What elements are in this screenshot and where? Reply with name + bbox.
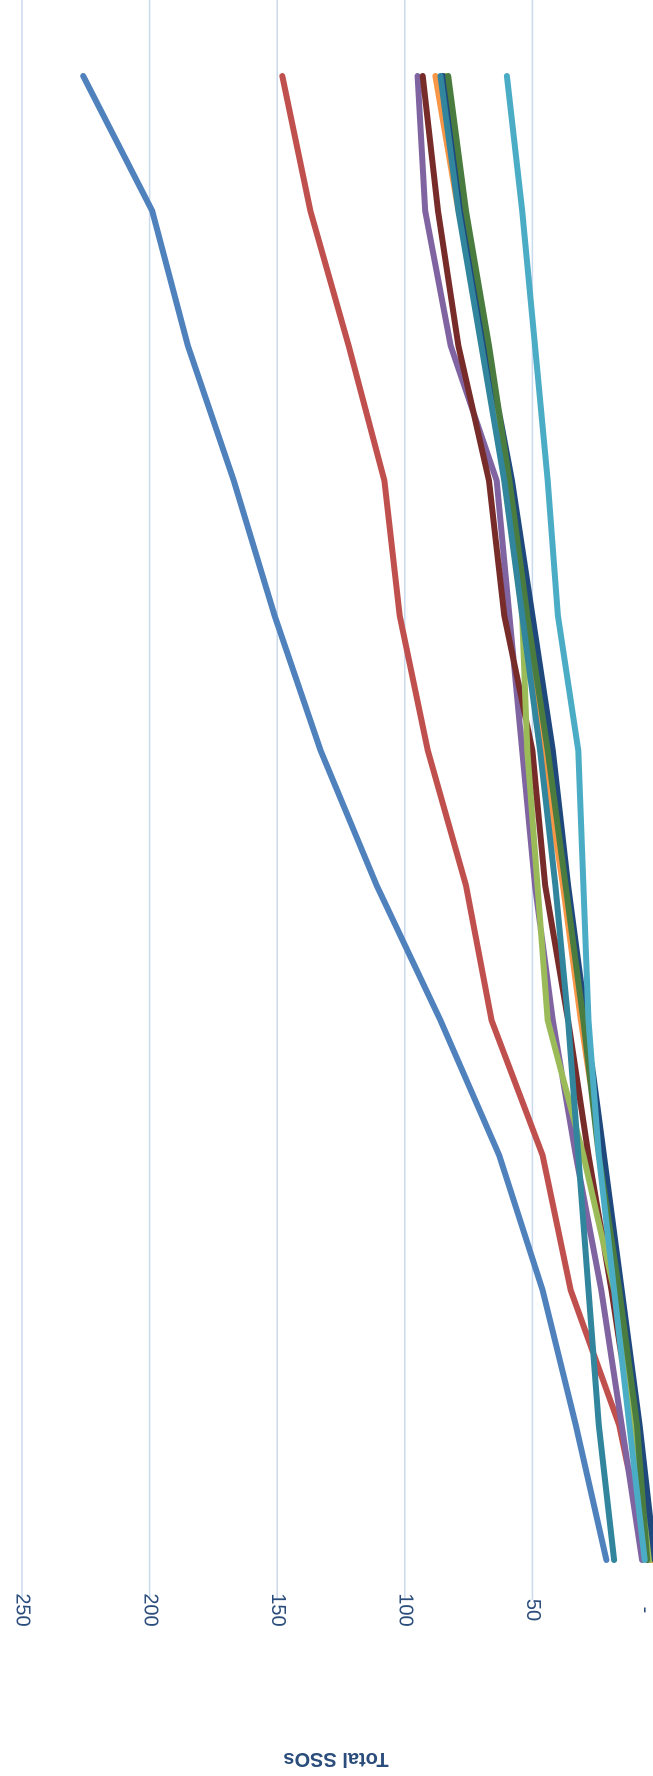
series-line-10	[503, 73, 648, 1563]
series-line-2	[279, 73, 651, 1563]
y-tick-label: 50	[522, 1599, 544, 1621]
series-line-8	[445, 73, 651, 1563]
y-tick-label: 150	[267, 1593, 289, 1626]
y-axis-ticks: 250 200 150 100 50 -	[12, 1593, 653, 1626]
series-line-4	[419, 73, 653, 1563]
y-tick-label: 250	[12, 1593, 34, 1626]
y-tick-label: -	[635, 1607, 653, 1614]
series-line-3	[414, 73, 646, 1563]
series-lines	[80, 73, 653, 1563]
series-line-9	[437, 73, 618, 1563]
y-axis-title: Total SSOs	[283, 1748, 388, 1770]
y-tick-label: 100	[395, 1593, 417, 1626]
gridlines	[21, 0, 534, 1600]
series-line-1	[80, 73, 610, 1563]
y-tick-label: 200	[139, 1593, 161, 1626]
